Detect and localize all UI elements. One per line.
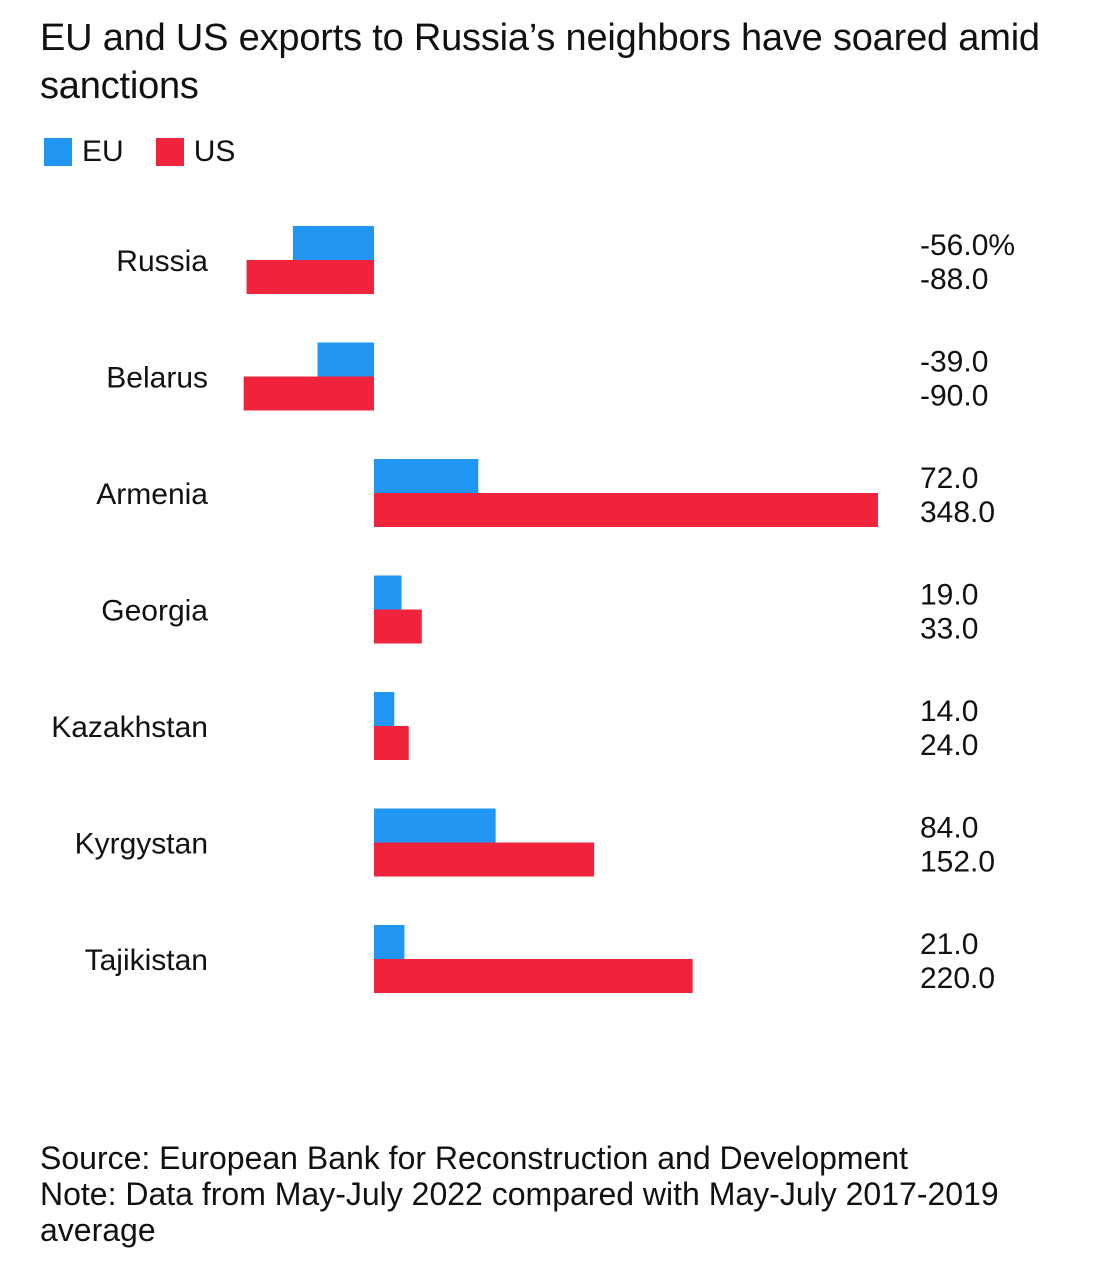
bar-eu-georgia — [374, 575, 402, 610]
bar-eu-russia — [292, 226, 374, 260]
value-label-us-tajikistan: 220.0 — [920, 962, 995, 995]
note-text: Note: Data from May-July 2022 compared w… — [40, 1176, 999, 1248]
value-label-eu-kazakhstan: 14.0 — [920, 695, 978, 728]
category-label-belarus: Belarus — [106, 362, 208, 395]
bar-us-georgia — [374, 609, 422, 644]
legend-swatch-eu — [44, 138, 72, 166]
legend-swatch-us — [155, 138, 184, 166]
bar-eu-kazakhstan — [374, 692, 395, 726]
value-label-us-kazakhstan: 24.0 — [920, 729, 978, 762]
bar-us-russia — [246, 260, 374, 294]
bar-eu-tajikistan — [374, 925, 405, 959]
value-label-us-belarus: -90.0 — [920, 380, 988, 413]
category-label-kazakhstan: Kazakhstan — [51, 711, 208, 744]
bar-us-belarus — [243, 376, 374, 411]
value-label-us-georgia: 33.0 — [920, 613, 978, 646]
value-label-eu-georgia: 19.0 — [920, 579, 978, 612]
value-label-eu-kyrgystan: 84.0 — [920, 812, 978, 845]
legend-item-eu: EU — [44, 134, 124, 170]
bar-us-kazakhstan — [374, 726, 409, 760]
value-label-us-kyrgystan: 152.0 — [920, 846, 995, 879]
footer: Source: European Bank for Reconstruction… — [40, 1140, 1090, 1248]
bar-chart: Russia -56.0%-88.0 Belarus -39.0-90.0 Armeni… — [51, 226, 1015, 995]
legend-item-us: US — [155, 134, 236, 170]
category-label-georgia: Georgia — [101, 595, 208, 628]
value-label-eu-russia: -56.0% — [920, 229, 1015, 262]
value-label-us-russia: -88.0 — [920, 263, 988, 296]
value-label-eu-armenia: 72.0 — [920, 462, 978, 495]
legend-label-us: US — [193, 135, 236, 168]
value-label-eu-belarus: -39.0 — [920, 346, 988, 379]
legend-label-eu: EU — [82, 135, 124, 168]
legend: EU US — [44, 134, 267, 170]
category-label-russia: Russia — [116, 245, 208, 278]
category-label-tajikistan: Tajikistan — [85, 944, 208, 977]
category-label-kyrgystan: Kyrgystan — [75, 828, 208, 861]
value-label-us-armenia: 348.0 — [920, 496, 995, 529]
bar-us-armenia — [374, 493, 878, 527]
category-label-armenia: Armenia — [96, 478, 208, 511]
value-label-eu-tajikistan: 21.0 — [920, 928, 978, 961]
chart-title: EU and US exports to Russia’s neighbors … — [40, 17, 1040, 107]
bar-us-tajikistan — [374, 959, 693, 993]
source-text: Source: European Bank for Reconstruction… — [40, 1140, 909, 1176]
bar-us-kyrgystan — [374, 842, 595, 877]
bar-eu-armenia — [374, 459, 479, 493]
bar-eu-kyrgystan — [374, 808, 496, 843]
bar-eu-belarus — [317, 342, 374, 377]
